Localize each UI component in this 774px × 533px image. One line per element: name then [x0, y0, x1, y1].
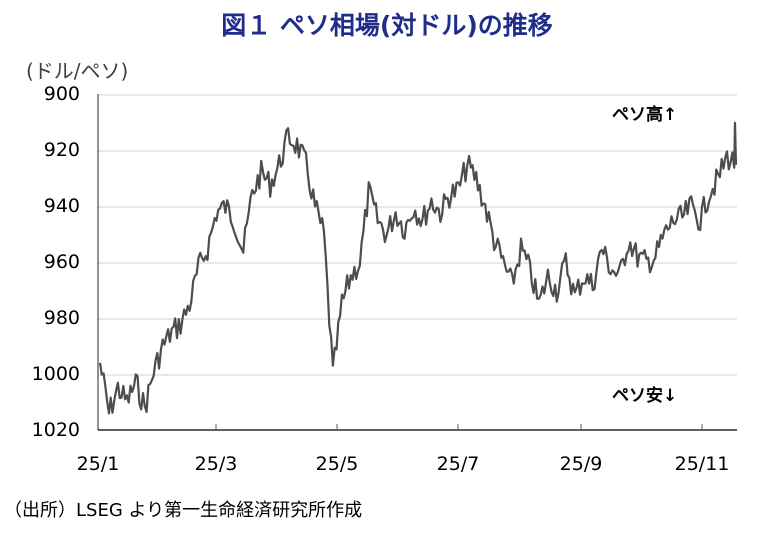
- peso-rate-line: [98, 121, 738, 415]
- y-tick-label: 960: [43, 251, 80, 273]
- source-note: （出所）LSEG より第一生命経済研究所作成: [4, 500, 363, 521]
- x-tick-label: 25/11: [674, 453, 730, 475]
- x-tick-label: 25/1: [76, 453, 120, 475]
- gridlines: [98, 94, 737, 376]
- x-tick-label: 25/9: [559, 453, 603, 475]
- y-tick-label: 1020: [31, 419, 80, 441]
- y-tick-label: 1000: [31, 363, 80, 385]
- peso-weak-annotation: ペソ安↓: [612, 386, 678, 406]
- x-tick-label: 25/5: [315, 453, 359, 475]
- y-tick-label: 900: [43, 83, 80, 105]
- chart-title: 図１ ペソ相場(対ドル)の推移: [221, 11, 553, 40]
- x-tick-marks: [215, 424, 703, 430]
- x-tick-label: 25/3: [194, 453, 238, 475]
- y-tick-label: 980: [43, 307, 80, 329]
- x-tick-label: 25/7: [436, 453, 480, 475]
- y-axis-unit-label: (ドル/ペソ): [26, 59, 129, 83]
- peso-strong-annotation: ペソ高↑: [612, 105, 678, 125]
- y-tick-label: 920: [43, 139, 80, 161]
- y-tick-label: 940: [43, 195, 80, 217]
